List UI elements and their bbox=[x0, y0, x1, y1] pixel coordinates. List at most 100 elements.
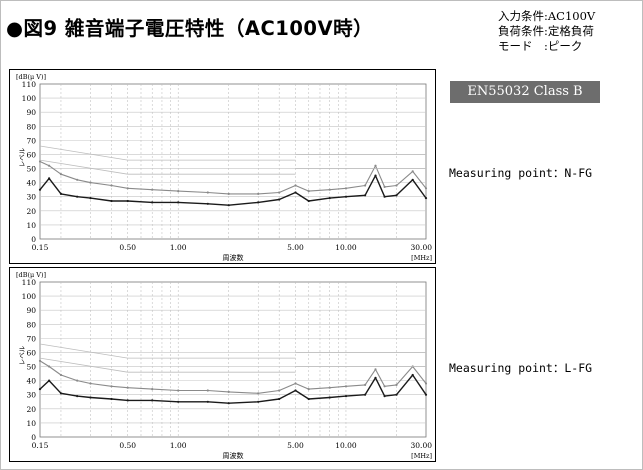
y-tick-label: 50 bbox=[26, 165, 36, 174]
trace-point bbox=[383, 195, 386, 198]
trace-point bbox=[110, 385, 113, 388]
x-tick-label: 0.50 bbox=[119, 441, 136, 450]
trace-point bbox=[126, 187, 129, 190]
trace-point bbox=[328, 197, 331, 200]
trace-point bbox=[177, 201, 180, 204]
y-tick-label: 80 bbox=[26, 320, 36, 329]
trace-point bbox=[395, 383, 398, 386]
trace-point bbox=[294, 184, 297, 187]
trace-point bbox=[38, 160, 42, 163]
measuring-point-l-fg: Measuring point：L-FG bbox=[449, 361, 593, 375]
trace-point bbox=[294, 382, 297, 385]
trace-point bbox=[89, 396, 92, 399]
x-tick-label: 0.15 bbox=[32, 243, 49, 252]
trace-point bbox=[344, 385, 348, 388]
trace-point bbox=[48, 365, 51, 368]
input-condition: 入力条件:AC100V bbox=[498, 9, 596, 23]
y-tick-label: 50 bbox=[26, 363, 36, 372]
trace-point bbox=[374, 376, 377, 379]
x-unit-label: [MHz] bbox=[411, 452, 432, 460]
trace-point bbox=[307, 190, 310, 193]
trace-point bbox=[151, 188, 154, 191]
y-tick-label: 80 bbox=[26, 122, 36, 131]
trace-point bbox=[206, 191, 209, 194]
y-axis-label: レベル bbox=[18, 147, 26, 167]
trace-point bbox=[151, 388, 154, 391]
x-tick-label: 0.50 bbox=[119, 243, 136, 252]
qp-limit-line-low-band bbox=[39, 343, 128, 359]
trace-point bbox=[151, 201, 154, 204]
test-conditions: 入力条件:AC100V 負荷条件:定格負荷 モード :ピーク bbox=[498, 9, 595, 54]
y-tick-label: 30 bbox=[26, 391, 36, 400]
noise-voltage-chart-n-fg: 0 10 20 30 40 50 60 70 80 90 100 110 0.15 0.50 1.00 5.0… bbox=[16, 73, 433, 262]
plot-area bbox=[39, 83, 427, 240]
trace-point bbox=[364, 393, 367, 396]
y-tick-label: 90 bbox=[26, 306, 36, 315]
trace-point bbox=[395, 393, 398, 396]
y-axis-label: レベル bbox=[18, 345, 26, 365]
trace-point bbox=[177, 389, 180, 392]
x-tick-label: 10.00 bbox=[335, 243, 357, 252]
trace-point bbox=[48, 164, 51, 167]
trace-point bbox=[307, 397, 310, 401]
trace-point bbox=[328, 188, 331, 191]
trace-point bbox=[110, 184, 113, 187]
trace-point bbox=[344, 195, 348, 198]
trace-point bbox=[257, 192, 260, 195]
chart-panel-n-fg: 0 10 20 30 40 50 60 70 80 90 100 110 0.15 0.50 1.00 5.0… bbox=[9, 69, 436, 264]
measuring-point-n-fg: Measuring point：N-FG bbox=[449, 166, 593, 180]
trace-point bbox=[227, 204, 230, 207]
trace-point bbox=[364, 194, 367, 197]
y-tick-label: 10 bbox=[26, 221, 36, 230]
qp-limit-line-low-band bbox=[39, 145, 128, 161]
trace-point bbox=[48, 379, 51, 382]
trace-point bbox=[151, 399, 154, 402]
x-tick-label: 1.00 bbox=[170, 243, 187, 252]
y-tick-label: 110 bbox=[22, 80, 37, 89]
trace-point bbox=[344, 187, 348, 190]
trace-point bbox=[424, 197, 428, 200]
trace-point bbox=[206, 389, 209, 392]
y-unit-label: [dB(μ V)] bbox=[16, 271, 46, 279]
y-tick-label: 0 bbox=[31, 433, 36, 442]
x-axis-label: 周波数 bbox=[223, 451, 244, 460]
y-tick-label: 40 bbox=[26, 179, 36, 188]
trace-point bbox=[227, 390, 230, 393]
trace-point bbox=[383, 385, 386, 388]
trace-point bbox=[257, 201, 260, 204]
avg-limit-line-low-band bbox=[39, 357, 128, 373]
trace-point bbox=[294, 389, 297, 392]
trace-point bbox=[257, 400, 260, 403]
trace-point bbox=[177, 190, 180, 193]
x-tick-label: 30.00 bbox=[411, 243, 433, 252]
trace-point bbox=[206, 202, 209, 205]
trace-point bbox=[126, 386, 129, 389]
trace-point bbox=[411, 170, 414, 173]
chart-panel-l-fg: 0 10 20 30 40 50 60 70 80 90 100 110 0.15 0.50 1.00 5.0… bbox=[9, 267, 436, 462]
trace-point bbox=[411, 178, 414, 181]
trace-point bbox=[364, 184, 367, 187]
trace-point bbox=[278, 198, 281, 201]
trace-point bbox=[126, 399, 129, 402]
y-tick-label: 20 bbox=[26, 405, 36, 414]
y-tick-label: 100 bbox=[22, 94, 37, 103]
limit-standard-badge: EN55032 Class B bbox=[450, 81, 600, 103]
trace-point bbox=[38, 359, 42, 362]
trace-point bbox=[38, 388, 42, 391]
x-unit-label: [MHz] bbox=[411, 254, 432, 262]
trace-point bbox=[227, 402, 230, 405]
x-tick-label: 1.00 bbox=[170, 441, 187, 450]
trace-point bbox=[364, 383, 367, 386]
trace-point bbox=[110, 397, 113, 401]
trace-point bbox=[374, 368, 377, 371]
trace-point bbox=[76, 395, 79, 398]
figure-title: ●図9 雑音端子電圧特性（AC100V時） bbox=[6, 17, 374, 40]
noise-voltage-chart-l-fg: 0 10 20 30 40 50 60 70 80 90 100 110 0.15 0.50 1.00 5.0… bbox=[16, 271, 432, 460]
y-tick-label: 40 bbox=[26, 377, 36, 386]
trace-point bbox=[59, 173, 63, 176]
trace-point bbox=[59, 192, 63, 195]
trace-point bbox=[38, 188, 42, 191]
trace-point bbox=[424, 393, 428, 396]
trace-point bbox=[328, 386, 331, 389]
trace-point bbox=[89, 181, 92, 184]
